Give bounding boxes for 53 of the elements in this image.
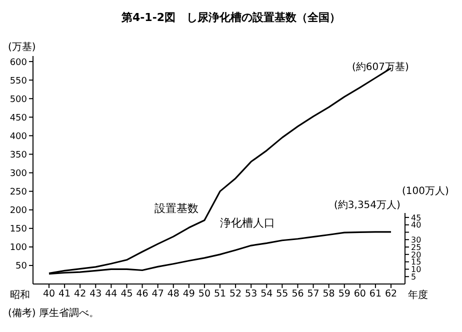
series-label: 設置基数 [154, 202, 198, 216]
text: 昭和 [10, 288, 30, 302]
x-tick-label: 53 [245, 288, 258, 300]
y-tick-label: 350 [10, 150, 28, 160]
x-tick-label: 41 [58, 288, 71, 300]
x-tick-label: 50 [198, 288, 211, 300]
x-tick-label: 46 [136, 288, 148, 300]
y-tick-label: 450 [10, 113, 28, 124]
y2-tick-label: 15 [411, 258, 422, 267]
y-tick-label: 200 [10, 206, 28, 216]
y2-tick-label: 40 [411, 220, 422, 230]
y-tick-label: 150 [10, 224, 28, 235]
x-tick-label: 58 [322, 288, 335, 300]
x-tick-label: 49 [182, 288, 195, 300]
y2-tick-label: 10 [411, 265, 422, 274]
text: (備考) 厚生省調べ。 [8, 306, 99, 320]
y-tick-label: 300 [10, 168, 28, 179]
y-tick-label: 400 [10, 132, 28, 142]
chart-title: 第4-1-2図 し尿浄化槽の設置基数（全国） [120, 10, 342, 25]
x-tick-label: 52 [230, 288, 242, 300]
y2-axis-title: (100万人) [402, 185, 449, 198]
y2-tick-label: 5 [411, 272, 416, 282]
x-tick-label: 54 [260, 288, 273, 300]
y2-tick-label: 25 [411, 242, 422, 252]
y-tick-label: 500 [10, 94, 28, 105]
x-tick-label: 56 [292, 288, 304, 300]
y2-tick-label: 30 [411, 235, 422, 244]
x-tick-label: 40 [42, 288, 56, 300]
x-tick-label: 47 [152, 288, 164, 300]
x-tick-label: 57 [307, 288, 320, 300]
annotation: (約3,354万人) [334, 199, 400, 212]
x-tick-label: 43 [90, 288, 102, 300]
x-tick-label: 59 [338, 288, 350, 300]
x-tick-label: 61 [369, 288, 382, 300]
y-tick-label: 50 [16, 262, 28, 272]
y-tick-label: 550 [10, 76, 28, 86]
y2-tick-label: 45 [411, 213, 422, 222]
x-tick-label: 60 [354, 288, 366, 300]
y-tick-label: 250 [10, 188, 28, 198]
x-tick-label: 42 [74, 288, 86, 300]
x-tick-label: 51 [214, 288, 226, 300]
y-tick-label: 600 [10, 58, 28, 68]
x-tick-label: 62 [384, 288, 398, 300]
x-tick-label: 45 [120, 288, 133, 300]
series-label: 浄化槽人口 [220, 216, 276, 230]
y2-tick-label: 20 [411, 250, 422, 260]
y-tick-label: 100 [10, 243, 28, 254]
annotation: (約607万基) [352, 60, 409, 74]
y-axis-title: (万基) [8, 40, 36, 54]
x-axis-title: 年度 [408, 288, 428, 302]
x-tick-label: 44 [105, 288, 118, 300]
x-tick-label: 55 [276, 288, 288, 300]
x-tick-label: 48 [167, 288, 180, 300]
